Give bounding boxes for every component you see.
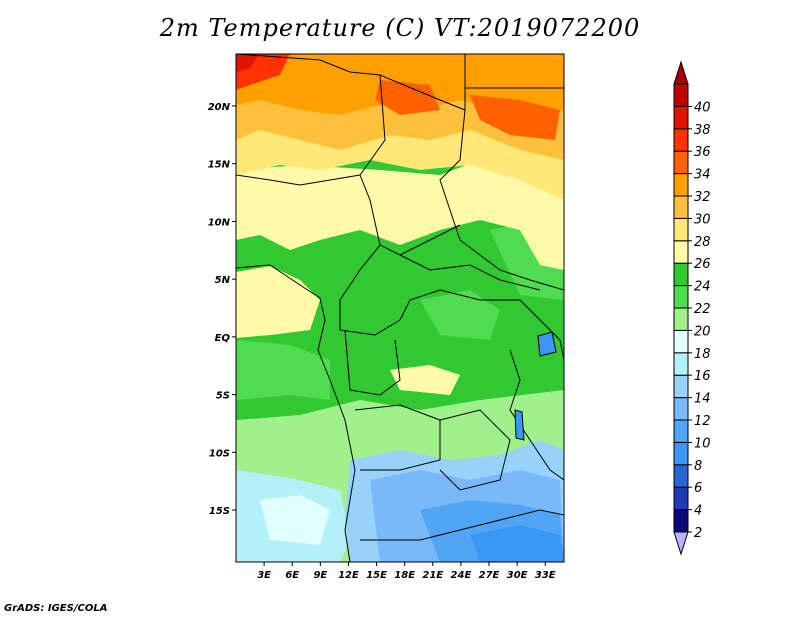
- colorbar-label: 40: [694, 100, 711, 115]
- latitude-axis: 20N 15N 10N 5N EQ 5S 10S 15S: [208, 102, 236, 517]
- colorbar-label: 20: [694, 324, 711, 339]
- chart-title: 2m Temperature (C) VT:2019072200: [159, 14, 641, 42]
- colorbar-label: 28: [694, 235, 711, 250]
- colorbar-box: [673, 83, 689, 107]
- colorbar-label: 2: [694, 526, 702, 541]
- colorbar-label: 30: [694, 212, 711, 227]
- grads-credit: GrADS: IGES/COLA: [4, 603, 108, 614]
- colorbar-label: 4: [694, 504, 702, 519]
- lat-tick-label: 10N: [208, 217, 231, 228]
- colorbar-label: 8: [694, 459, 702, 474]
- lon-tick-label: 18E: [394, 570, 415, 581]
- colorbar-box: [673, 128, 689, 152]
- colorbar-box: [673, 464, 689, 488]
- colorbar-box: [673, 441, 689, 466]
- colorbar-box: [673, 397, 689, 421]
- colorbar-box: [673, 173, 689, 197]
- lat-tick-label: EQ: [215, 333, 231, 344]
- country-borders: [236, 54, 564, 562]
- colorbar-label: 22: [694, 302, 711, 317]
- colorbar-box: [673, 217, 689, 242]
- lat-tick-label: 20N: [208, 102, 231, 113]
- colorbar-label: 18: [694, 347, 711, 362]
- colorbar-box: [673, 374, 689, 399]
- colorbar-box: [673, 352, 689, 376]
- colorbar-label: 34: [694, 168, 711, 183]
- colorbar-label: 14: [694, 392, 711, 407]
- colorbar-box: [673, 195, 689, 219]
- lon-tick-label: 15E: [366, 570, 387, 581]
- map-frame: [235, 53, 565, 563]
- colorbar-box: [673, 105, 689, 130]
- colorbar-box: [673, 419, 689, 443]
- colorbar-label: 36: [694, 145, 711, 160]
- lon-tick-label: 3E: [257, 570, 271, 581]
- colorbar-box: [673, 150, 689, 175]
- lon-tick-label: 12E: [338, 570, 359, 581]
- colorbar-label: 26: [694, 257, 711, 272]
- colorbar-under-triangle: [673, 531, 689, 556]
- lon-tick-label: 27E: [479, 570, 500, 581]
- colorbar-label: 10: [694, 436, 711, 451]
- temperature-field: [236, 54, 564, 562]
- lon-tick-label: 21E: [422, 570, 443, 581]
- lat-tick-label: 5N: [215, 275, 231, 286]
- colorbar-box: [673, 509, 689, 533]
- colorbar-label: 38: [694, 123, 711, 138]
- lon-tick-label: 9E: [313, 570, 327, 581]
- lon-tick-label: 24E: [451, 570, 472, 581]
- colorbar-box: [673, 262, 689, 287]
- lon-tick-label: 6E: [285, 570, 299, 581]
- lat-tick-label: 15S: [209, 506, 230, 517]
- colorbar-label: 6: [694, 481, 702, 496]
- colorbar-label: 24: [694, 280, 711, 295]
- colorbar-box: [673, 329, 689, 354]
- colorbar-box: [673, 285, 689, 309]
- colorbar-box: [673, 486, 689, 511]
- longitude-axis: 3E 6E 9E 12E 15E 18E 21E 24E 27E 30E 33E: [257, 562, 556, 581]
- lon-tick-label: 33E: [535, 570, 556, 581]
- lat-tick-label: 15N: [208, 160, 231, 171]
- colorbar-label: 32: [694, 190, 711, 205]
- lat-tick-label: 10S: [209, 448, 230, 459]
- colorbar-label: 12: [694, 414, 711, 429]
- colorbar-label: 16: [694, 369, 711, 384]
- colorbar-over-triangle: [673, 60, 689, 85]
- colorbar-box: [673, 307, 689, 331]
- lat-tick-label: 5S: [216, 391, 230, 402]
- lon-tick-label: 30E: [507, 570, 528, 581]
- colorbar-box: [673, 240, 689, 264]
